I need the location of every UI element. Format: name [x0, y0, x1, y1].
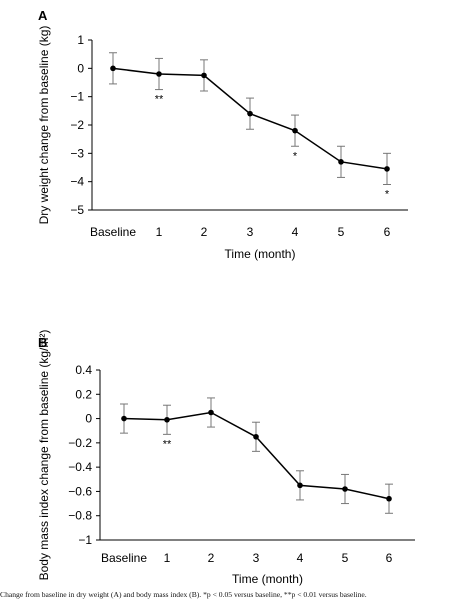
panel-a-y-axis-title: Dry weight change from baseline (kg) [37, 26, 51, 225]
panel-b-x-tick-label: 4 [297, 551, 304, 565]
panel-a-significance-marker: * [385, 189, 390, 201]
panel-b-x-tick-label: 6 [386, 551, 393, 565]
panel-a-x-tick-label: 6 [384, 225, 391, 239]
panel-a-letter: A [38, 8, 48, 23]
panel-b-y-tick-label: −0.8 [68, 509, 92, 523]
panel-b-letter: B [38, 335, 47, 350]
panel-b-data-point [342, 486, 348, 492]
panel-b-data-point [386, 495, 392, 502]
panel-b-y-tick-label: −0.6 [68, 484, 92, 498]
panel-b-data-point [121, 415, 127, 422]
figure: A 1 0 −1 −2 −3 −4 −5 Baseline 1 2 3 4 5 6 Time (month) D… [37, 8, 415, 586]
panel-b-y-tick-label: 0.4 [75, 363, 92, 377]
panel-a-y-tick-label: 1 [77, 33, 84, 47]
panel-b-y-tick-label: 0.2 [75, 387, 92, 401]
panel-b-data-point [253, 433, 259, 440]
panel-a-x-tick-label: 2 [201, 225, 208, 239]
panel-b-significance-marker: ** [163, 438, 172, 450]
panel-a-y-tick-label: −5 [70, 203, 84, 217]
panel-a-x-tick-label: Baseline [90, 225, 136, 239]
panel-b-x-tick-label: 3 [253, 551, 260, 565]
panel-b-data-point [164, 416, 170, 423]
panel-b-data-point [208, 409, 214, 416]
panel-b-x-tick-label: 1 [164, 551, 171, 565]
panel-a-data-point [338, 159, 344, 165]
panel-a-y-tick-label: −4 [70, 175, 84, 189]
panel-b-y-axis-title: Body mass index change from baseline (kg… [37, 330, 51, 581]
panel-a-x-tick-label: 1 [156, 225, 163, 239]
panel-b-y-tick-label: 0 [85, 412, 92, 426]
panel-a-data-point [292, 127, 298, 134]
panel-a-x-tick-label: 3 [247, 225, 254, 239]
panel-a-significance-marker: * [293, 150, 298, 162]
panel-a-x-tick-label: 5 [338, 225, 345, 239]
panel-a-y-tick-label: −3 [70, 146, 84, 160]
panel-a-significance-marker: ** [155, 94, 164, 106]
panel-b-x-tick-label: Baseline [101, 551, 147, 565]
panel-b-y-tick-label: −1 [78, 533, 92, 547]
panel-a-data-point [201, 72, 207, 79]
panel-b-x-tick-label: 2 [208, 551, 215, 565]
panel-a-y-tick-label: −2 [70, 118, 84, 132]
panel-a-y-tick-label: 0 [77, 61, 84, 75]
panel-a-x-axis-title: Time (month) [225, 247, 296, 261]
panel-b-x-axis-title: Time (month) [232, 572, 303, 586]
panel-a-y-tick-label: −1 [70, 90, 84, 104]
panel-a-data-point [110, 65, 116, 72]
panel-a-data-point [384, 166, 390, 172]
panel-a-data-point [156, 71, 162, 77]
panel-b-x-tick-label: 5 [342, 551, 349, 565]
panel-a-data-point [247, 110, 253, 117]
panel-b-y-tick-label: −0.4 [68, 460, 92, 474]
panel-b-data-point [297, 482, 303, 489]
panel-b-y-tick-label: −0.2 [68, 436, 92, 450]
panel-a-x-tick-label: 4 [292, 225, 299, 239]
figure-caption: Change from baseline in dry weight (A) a… [0, 590, 367, 599]
